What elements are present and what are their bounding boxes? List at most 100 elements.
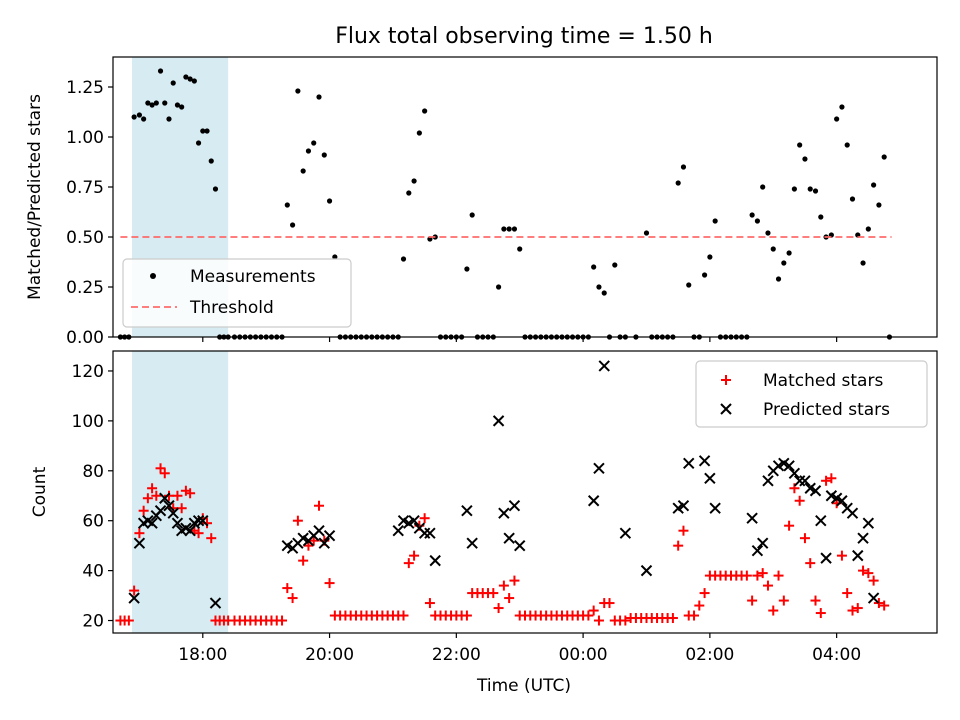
matched-star-point — [129, 585, 140, 596]
count-panel: 20 40 60 80 100 120 18:00 20:00 22:00 00:00 02:00 0… — [30, 350, 938, 696]
x-tick-label: 04:00 — [812, 645, 861, 665]
x-tick-label: 02:00 — [685, 645, 734, 665]
measurement-point — [187, 76, 193, 82]
predicted-star-point — [429, 554, 441, 567]
measurement-point — [754, 218, 761, 224]
predicted-star-point — [466, 537, 478, 549]
measurement-point — [797, 142, 803, 148]
predicted-star-point — [709, 502, 721, 514]
measurement-point — [208, 158, 214, 164]
predicted-star-point — [698, 455, 711, 467]
count-y-axis-label: Count — [30, 466, 50, 517]
matched-star-point — [419, 513, 430, 524]
predicted-star-point — [159, 492, 171, 504]
predicted-star-point — [514, 539, 526, 552]
predicted-star-point — [154, 505, 167, 517]
legend-matched-label: Matched stars — [763, 371, 883, 391]
matched-star-point — [836, 550, 847, 561]
predicted-star-point — [128, 592, 140, 604]
predicted-star-point — [408, 514, 420, 527]
predicted-star-point — [323, 529, 336, 542]
measurement-point — [145, 100, 151, 106]
predicted-star-point — [392, 524, 404, 537]
x-tick-label: 20:00 — [305, 645, 354, 665]
measurement-point — [807, 186, 813, 192]
measurement-point — [707, 254, 713, 260]
measurement-point — [136, 112, 143, 118]
y-tick-label: 80 — [82, 462, 104, 482]
count-shaded-span — [132, 351, 229, 633]
predicted-star-point — [640, 564, 653, 577]
matched-star-point — [287, 593, 298, 604]
matched-star-point — [852, 603, 863, 614]
measurement-point — [591, 264, 597, 270]
predicted-star-point — [209, 597, 222, 609]
predicted-star-point — [197, 514, 209, 527]
y-tick-label: 60 — [82, 512, 104, 532]
predicted-star-point — [492, 415, 505, 427]
predicted-star-point — [163, 500, 175, 512]
measurement-point — [770, 246, 776, 252]
y-tick-label: 0.50 — [66, 228, 104, 248]
matched-star-point — [277, 615, 288, 626]
count-marks — [115, 360, 890, 626]
matched-star-point — [868, 575, 879, 586]
measurement-point — [332, 254, 338, 260]
measurement-point — [469, 212, 475, 218]
measurement-point — [321, 152, 327, 158]
predicted-star-point — [857, 532, 869, 544]
matched-star-point — [202, 518, 213, 529]
matched-star-point — [762, 580, 773, 591]
y-tick-label: 0.25 — [66, 278, 104, 298]
matched-star-point — [667, 613, 678, 624]
predicted-star-point — [424, 527, 436, 539]
ratio-legend-box — [122, 258, 352, 328]
matched-star-point — [773, 570, 784, 581]
predicted-star-point — [788, 467, 801, 479]
matched-star-point — [873, 598, 884, 609]
measurement-point — [311, 140, 317, 146]
measurement-point — [284, 202, 290, 208]
measurement-point — [760, 184, 766, 190]
measurement-point — [749, 212, 755, 218]
matched-star-point — [123, 615, 134, 626]
measurement-point — [818, 214, 824, 220]
measurement-point — [464, 266, 470, 272]
measurement-point — [162, 100, 168, 106]
measurement-point — [289, 222, 296, 228]
predicted-star-point — [746, 512, 758, 524]
matched-star-point — [799, 533, 810, 544]
matched-star-point — [193, 528, 204, 539]
measurement-point — [686, 282, 692, 288]
matched-star-point — [694, 600, 705, 611]
predicted-star-point — [146, 517, 158, 529]
ratio-axes: 0.00 0.25 0.50 0.75 1.00 1.25 — [66, 78, 838, 348]
measurement-point — [881, 154, 887, 160]
predicted-star-point — [167, 507, 179, 519]
matched-star-point — [699, 588, 710, 599]
x-tick-label: 18:00 — [178, 645, 227, 665]
measurement-point — [802, 156, 808, 162]
matched-star-point — [842, 588, 853, 599]
measurement-point — [316, 94, 322, 100]
matched-star-point — [424, 598, 435, 609]
measurement-point — [300, 168, 306, 174]
matched-star-point — [747, 595, 758, 606]
predicted-star-point — [498, 507, 510, 519]
predicted-star-point — [184, 524, 196, 537]
measurement-point — [839, 104, 845, 110]
measurement-point — [612, 262, 618, 268]
count-legend: Matched stars Predicted stars — [695, 360, 928, 428]
measurement-point — [179, 104, 185, 110]
predicted-star-point — [852, 549, 864, 562]
y-tick-label: 0.75 — [66, 178, 104, 198]
matched-star-point — [138, 505, 149, 516]
y-tick-label: 40 — [82, 562, 104, 582]
ratio-plot-frame — [112, 56, 938, 338]
x-axis-label: Time (UTC) — [476, 676, 571, 696]
predicted-star-point — [704, 472, 716, 484]
matched-star-point — [778, 595, 789, 606]
matched-star-point — [810, 595, 821, 606]
y-tick-label: 1.00 — [66, 128, 104, 148]
